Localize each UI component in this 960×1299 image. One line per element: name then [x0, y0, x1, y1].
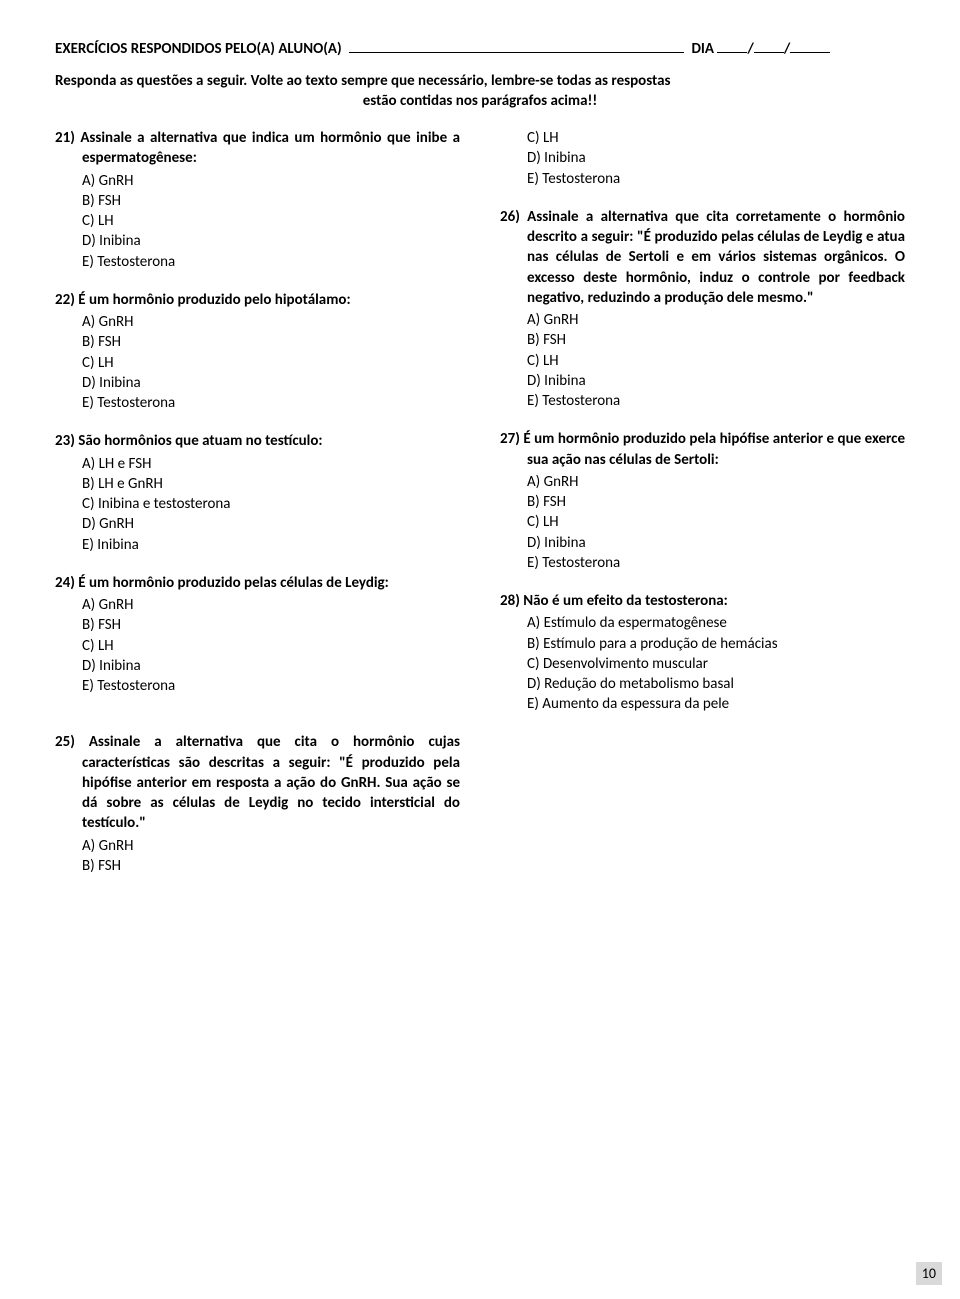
student-name-blank[interactable]: [349, 52, 684, 53]
question-27: 27) É um hormônio produzido pela hipófis…: [500, 429, 905, 573]
q21-options: A) GnRH B) FSH C) LH D) Inibina E) Testo…: [55, 171, 460, 272]
q24-stem: 24) É um hormônio produzido pelas célula…: [55, 573, 460, 593]
option[interactable]: A) LH e FSH: [82, 454, 460, 474]
option[interactable]: E) Testosterona: [527, 391, 905, 411]
q27-stem: 27) É um hormônio produzido pela hipófis…: [500, 429, 905, 470]
question-24: 24) É um hormônio produzido pelas célula…: [55, 573, 460, 697]
option[interactable]: A) GnRH: [82, 595, 460, 615]
option[interactable]: E) Testosterona: [82, 393, 460, 413]
option[interactable]: B) FSH: [82, 332, 460, 352]
page-number: 10: [916, 1262, 942, 1285]
q21-stem: 21) Assinale a alternativa que indica um…: [55, 128, 460, 169]
option[interactable]: A) GnRH: [527, 310, 905, 330]
option[interactable]: B) FSH: [82, 856, 460, 876]
option[interactable]: B) LH e GnRH: [82, 474, 460, 494]
question-28: 28) Não é um efeito da testosterona: A) …: [500, 591, 905, 715]
option[interactable]: E) Aumento da espessura da pele: [527, 694, 905, 714]
option[interactable]: E) Inibina: [82, 535, 460, 555]
q22-stem: 22) É um hormônio produzido pelo hipotál…: [55, 290, 460, 310]
option[interactable]: B) Estímulo para a produção de hemácias: [527, 634, 905, 654]
option[interactable]: E) Testosterona: [82, 676, 460, 696]
question-23: 23) São hormônios que atuam no testículo…: [55, 431, 460, 555]
instruction-line2: estão contidas nos parágrafos acima!!: [55, 92, 905, 110]
question-22: 22) É um hormônio produzido pelo hipotál…: [55, 290, 460, 414]
date-year-blank[interactable]: [790, 52, 830, 53]
option[interactable]: B) FSH: [527, 330, 905, 350]
option[interactable]: C) LH: [82, 211, 460, 231]
content-columns: 21) Assinale a alternativa que indica um…: [55, 128, 905, 894]
option[interactable]: E) Testosterona: [82, 252, 460, 272]
q22-options: A) GnRH B) FSH C) LH D) Inibina E) Testo…: [55, 312, 460, 413]
option[interactable]: C) LH: [527, 351, 905, 371]
q25-options-left: A) GnRH B) FSH: [55, 836, 460, 877]
option[interactable]: D) Inibina: [527, 533, 905, 553]
q25-options-right: C) LH D) Inibina E) Testosterona: [500, 128, 905, 189]
option[interactable]: D) Inibina: [82, 656, 460, 676]
option[interactable]: C) LH: [82, 353, 460, 373]
instruction-line1: Responda as questões a seguir. Volte ao …: [55, 72, 905, 90]
option[interactable]: B) FSH: [527, 492, 905, 512]
option[interactable]: D) Inibina: [527, 371, 905, 391]
option[interactable]: B) FSH: [82, 191, 460, 211]
left-column: 21) Assinale a alternativa que indica um…: [55, 128, 460, 894]
option[interactable]: C) Inibina e testosterona: [82, 494, 460, 514]
q26-options: A) GnRH B) FSH C) LH D) Inibina E) Testo…: [500, 310, 905, 411]
option[interactable]: A) GnRH: [82, 836, 460, 856]
q28-options: A) Estímulo da espermatogênese B) Estímu…: [500, 613, 905, 714]
option[interactable]: D) GnRH: [82, 514, 460, 534]
option[interactable]: D) Redução do metabolismo basal: [527, 674, 905, 694]
dia-label: DIA: [691, 40, 714, 58]
option[interactable]: A) GnRH: [527, 472, 905, 492]
right-column: C) LH D) Inibina E) Testosterona 26) Ass…: [500, 128, 905, 894]
question-25-continued: C) LH D) Inibina E) Testosterona: [500, 128, 905, 189]
q23-stem: 23) São hormônios que atuam no testículo…: [55, 431, 460, 451]
option[interactable]: E) Testosterona: [527, 169, 905, 189]
date-month-blank[interactable]: [754, 52, 784, 53]
option[interactable]: D) Inibina: [82, 231, 460, 251]
question-21: 21) Assinale a alternativa que indica um…: [55, 128, 460, 272]
option[interactable]: B) FSH: [82, 615, 460, 635]
header-line: EXERCÍCIOS RESPONDIDOS PELO(A) ALUNO(A) …: [55, 40, 905, 58]
q28-stem: 28) Não é um efeito da testosterona:: [500, 591, 905, 611]
q27-options: A) GnRH B) FSH C) LH D) Inibina E) Testo…: [500, 472, 905, 573]
option[interactable]: C) LH: [527, 128, 905, 148]
q25-stem: 25) Assinale a alternativa que cita o ho…: [55, 732, 460, 833]
option[interactable]: E) Testosterona: [527, 553, 905, 573]
question-26: 26) Assinale a alternativa que cita corr…: [500, 207, 905, 412]
option[interactable]: A) Estímulo da espermatogênese: [527, 613, 905, 633]
option[interactable]: C) LH: [527, 512, 905, 532]
q23-options: A) LH e FSH B) LH e GnRH C) Inibina e te…: [55, 454, 460, 555]
q26-stem: 26) Assinale a alternativa que cita corr…: [500, 207, 905, 308]
q24-options: A) GnRH B) FSH C) LH D) Inibina E) Testo…: [55, 595, 460, 696]
option[interactable]: C) LH: [82, 636, 460, 656]
header-prefix: EXERCÍCIOS RESPONDIDOS PELO(A) ALUNO(A): [55, 40, 342, 58]
date-day-blank[interactable]: [717, 52, 747, 53]
option[interactable]: D) Inibina: [527, 148, 905, 168]
option[interactable]: D) Inibina: [82, 373, 460, 393]
option[interactable]: A) GnRH: [82, 312, 460, 332]
question-25: 25) Assinale a alternativa que cita o ho…: [55, 732, 460, 876]
option[interactable]: A) GnRH: [82, 171, 460, 191]
option[interactable]: C) Desenvolvimento muscular: [527, 654, 905, 674]
